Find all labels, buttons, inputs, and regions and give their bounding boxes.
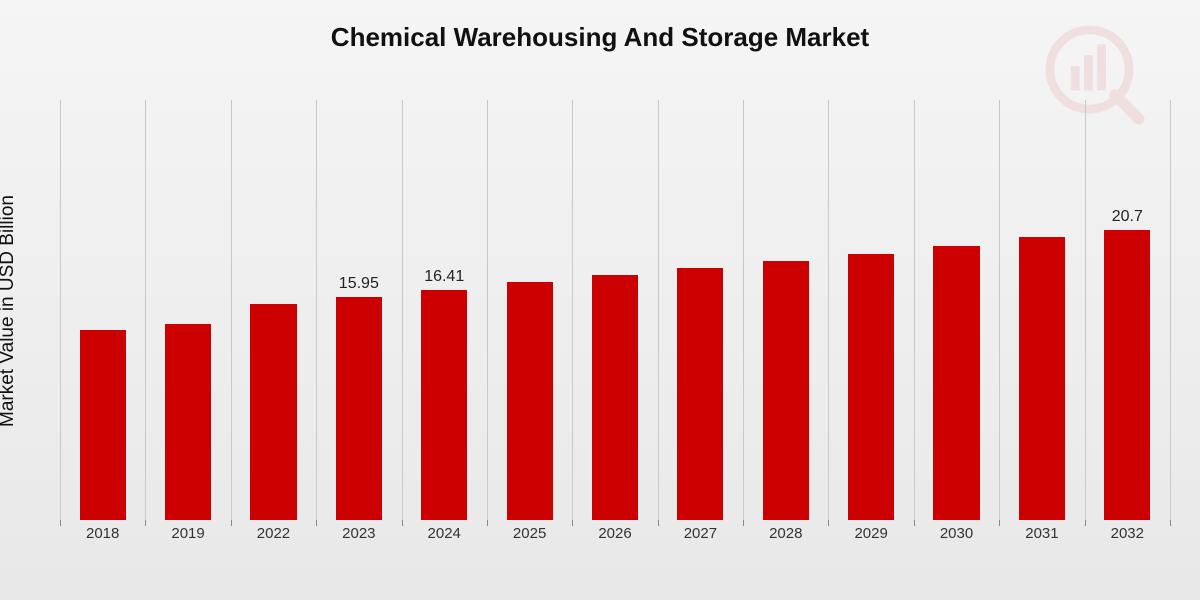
x-tick-label: 2025 (513, 525, 546, 542)
bar (592, 275, 638, 520)
x-axis-labels: 2018 2019 2022 2023 2024 2025 2026 2027 2028 2029… (60, 525, 1170, 555)
grid-line (487, 100, 488, 520)
chart-title: Chemical Warehousing And Storage Market (0, 0, 1200, 53)
grid-line (316, 100, 317, 520)
bar (507, 282, 553, 520)
x-tick-label: 2030 (940, 525, 973, 542)
x-tick-label: 2022 (257, 525, 290, 542)
plot-area: 15.95 16.41 20.7 (60, 100, 1170, 520)
bar-value-label: 20.7 (1104, 208, 1150, 226)
grid-line (1085, 100, 1086, 520)
bar (933, 246, 979, 520)
x-tick-label: 2031 (1025, 525, 1058, 542)
x-tick-label: 2029 (854, 525, 887, 542)
bar (1019, 237, 1065, 520)
bar: 15.95 (336, 297, 382, 520)
x-tick-label: 2032 (1111, 525, 1144, 542)
grid-line (914, 100, 915, 520)
bar (763, 261, 809, 520)
x-tick-label: 2024 (428, 525, 461, 542)
bar (250, 304, 296, 520)
x-tick-label: 2019 (171, 525, 204, 542)
bar-value-label: 16.41 (421, 268, 467, 286)
bar (80, 330, 126, 520)
bar-value-label: 15.95 (336, 275, 382, 293)
bar (848, 254, 894, 520)
bar: 16.41 (421, 290, 467, 520)
bar: 20.7 (1104, 230, 1150, 520)
grid-line (658, 100, 659, 520)
grid-line (231, 100, 232, 520)
y-axis-label: Market Value in USD Billion (0, 195, 19, 427)
x-tick-label: 2027 (684, 525, 717, 542)
grid-line (60, 100, 61, 520)
grid-line (145, 100, 146, 520)
bar (165, 324, 211, 520)
x-tick-label: 2028 (769, 525, 802, 542)
bar (677, 268, 723, 520)
grid-line (828, 100, 829, 520)
grid-line (402, 100, 403, 520)
grid-line (743, 100, 744, 520)
grid-line (572, 100, 573, 520)
grid-line (999, 100, 1000, 520)
x-tick-label: 2018 (86, 525, 119, 542)
tick-mark (1170, 520, 1171, 526)
grid-line (1170, 100, 1171, 520)
x-tick-label: 2026 (598, 525, 631, 542)
x-tick-label: 2023 (342, 525, 375, 542)
